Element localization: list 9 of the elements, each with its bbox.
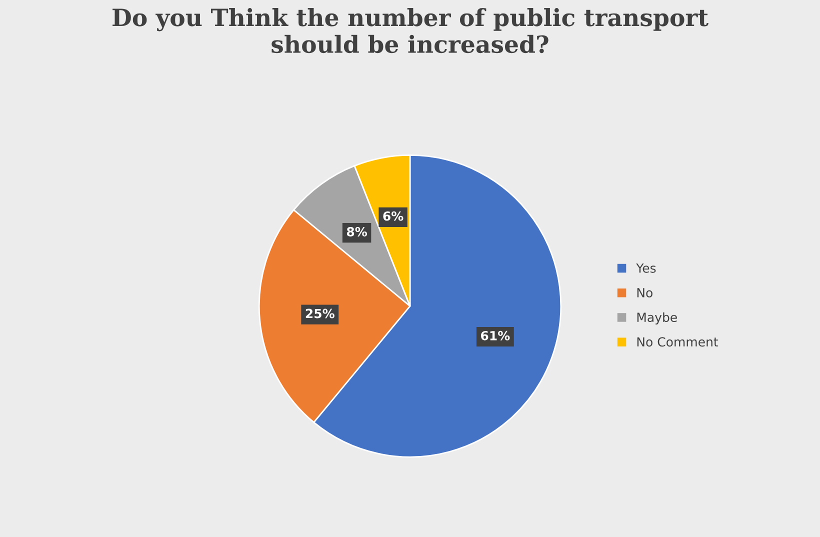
data-label: 8%: [346, 227, 367, 236]
legend-label: No: [637, 288, 652, 298]
legend-label: Maybe: [637, 312, 677, 324]
data-label: 25%: [306, 308, 334, 318]
chart-title: Do you Think the number of public transport should be increased?: [112, 8, 708, 54]
data-label: 61%: [480, 330, 510, 340]
data-label: 6%: [383, 211, 404, 221]
legend-label: Yes: [636, 264, 656, 273]
legend-label: No Comment: [637, 337, 718, 347]
